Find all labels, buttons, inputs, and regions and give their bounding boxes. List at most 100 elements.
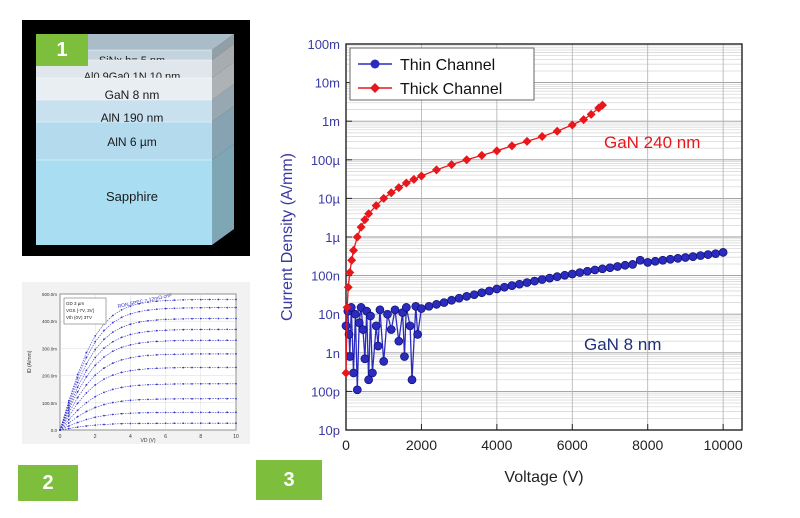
data-point-thin-channel	[375, 305, 385, 315]
data-point-thin-channel	[718, 248, 728, 257]
data-point-thick-channel	[416, 171, 426, 181]
iv-curve	[59, 398, 236, 431]
data-point-thin-channel	[417, 304, 426, 313]
data-point-thin-channel	[351, 309, 360, 319]
data-point-thin-channel	[386, 325, 396, 334]
data-point-thin-channel	[413, 330, 423, 339]
iv-curve-point	[191, 298, 193, 301]
iv-curve-point	[147, 309, 149, 312]
iv-curve-point	[155, 300, 158, 303]
data-point-thin-channel	[360, 354, 370, 364]
data-point-thin-channel	[368, 368, 377, 378]
data-point-thick-channel	[567, 120, 577, 130]
ytick-label: 100n	[311, 269, 340, 284]
iv-curve	[59, 353, 236, 431]
iv-xtick-label: 10	[233, 434, 239, 440]
legend-box	[349, 47, 535, 101]
stack-layer-label: AlN 6 µm	[107, 135, 157, 149]
iv-curve-point	[138, 412, 141, 414]
data-point-thin-channel	[366, 311, 375, 321]
data-point-thin-channel	[696, 251, 705, 260]
data-point-thin-channel	[552, 272, 562, 281]
plot-frame	[345, 43, 743, 431]
iv-curve-point	[208, 422, 211, 425]
data-point-thick-channel	[394, 183, 404, 193]
annotation-label: GaN 240 nm	[604, 133, 700, 152]
panel-badge-3: 3	[256, 460, 322, 500]
iv-curve-point	[173, 422, 176, 425]
xtick-label: 8000	[632, 437, 663, 453]
current-density-chart: 10p 100p 1n 10n 100n 1µ 10µ 100µ 1m 10m 100m 0 2000 4…	[279, 37, 743, 486]
stack-layer-side	[212, 62, 234, 100]
iv-curve-point	[138, 355, 141, 358]
iv-curve-point	[208, 411, 211, 414]
data-point-thin-channel	[598, 264, 607, 274]
data-point-thin-channel	[352, 385, 362, 395]
iv-curve-point	[199, 306, 202, 309]
data-point-thin-channel	[500, 282, 509, 292]
xtick-label: 4000	[481, 437, 512, 453]
iv-legend-text: VGS [-7V, 3V]	[66, 308, 94, 313]
iv-xaxis-label: VD (V)	[141, 438, 156, 444]
iv-curve	[59, 329, 236, 431]
iv-curve-point	[173, 339, 176, 342]
data-point-thick-channel	[522, 136, 532, 146]
data-point-thick-channel	[492, 146, 502, 156]
iv-curve-point	[155, 319, 158, 321]
data-point-thick-channel	[447, 160, 457, 170]
data-point-thick-channel	[507, 141, 517, 151]
data-point-thin-channel	[650, 256, 660, 266]
iv-curve-point	[226, 339, 229, 342]
data-point-thin-channel	[643, 258, 653, 267]
iv-curve-point	[235, 366, 237, 369]
data-point-thin-channel	[545, 273, 555, 283]
ytick-label: 10p	[318, 423, 340, 438]
iv-curve	[59, 299, 236, 431]
data-point-thick-channel	[343, 282, 353, 292]
iv-ytick-label: 400.0m	[42, 319, 57, 324]
stack-layer-side	[212, 144, 234, 245]
iv-legend-text: Vth (0V) 3TV	[66, 315, 92, 320]
iv-curve-point	[155, 367, 158, 370]
data-point-thin-channel	[688, 252, 698, 261]
iv-xtick-label: 2	[94, 434, 97, 440]
iv-curve-point	[120, 422, 123, 425]
iv-curve-point	[138, 422, 141, 425]
xtick-label: 6000	[557, 437, 588, 453]
iv-ytick-label: 300.0m	[42, 346, 57, 351]
data-point-thin-channel	[401, 303, 411, 312]
data-point-thin-channel	[390, 305, 400, 315]
iv-curve-point	[182, 307, 185, 309]
iv-curve-point	[217, 366, 220, 369]
iv-curve-point	[155, 340, 158, 343]
data-point-thin-channel	[424, 301, 434, 311]
ytick-label: 100m	[307, 37, 340, 52]
data-point-thick-channel	[409, 174, 419, 184]
stack-layer-side	[212, 34, 234, 60]
data-point-thin-channel	[620, 260, 630, 270]
legend-label: Thick Channel	[400, 81, 502, 98]
data-point-thin-channel	[492, 284, 502, 294]
current-density-panel: 10p 100p 1n 10n 100n 1µ 10µ 100µ 1m 10m 100m 0 2000 4…	[270, 30, 770, 500]
iv-curve-point	[191, 339, 193, 342]
iv-curve-point	[208, 317, 211, 320]
data-point-thick-channel	[477, 150, 487, 160]
iv-characteristics-chart: 0 2 4 6 8 10 0.0 100.0m 200.0m 300.0m 400.0m 500.0m…	[27, 292, 239, 444]
iv-curve-point	[199, 328, 202, 331]
iv-curve-point	[173, 318, 176, 320]
iv-curve-point	[226, 317, 229, 320]
iv-curve-point	[173, 353, 176, 356]
data-point-thin-channel	[711, 249, 720, 259]
legend: Thin Channel Thick Channel	[349, 47, 535, 101]
iv-ytick-label: 100.0m	[42, 401, 57, 406]
stack-layer-side	[212, 84, 234, 122]
data-point-thin-channel	[358, 325, 368, 334]
data-point-thin-channel	[507, 281, 517, 290]
data-point-thin-channel	[394, 336, 404, 346]
iv-curve-point	[208, 339, 211, 342]
iv-curve-point	[217, 328, 220, 331]
data-point-thick-channel	[342, 302, 352, 312]
iv-xtick-label: 0	[59, 434, 62, 440]
stack-layer	[36, 78, 212, 100]
data-point-thin-channel	[575, 268, 585, 277]
